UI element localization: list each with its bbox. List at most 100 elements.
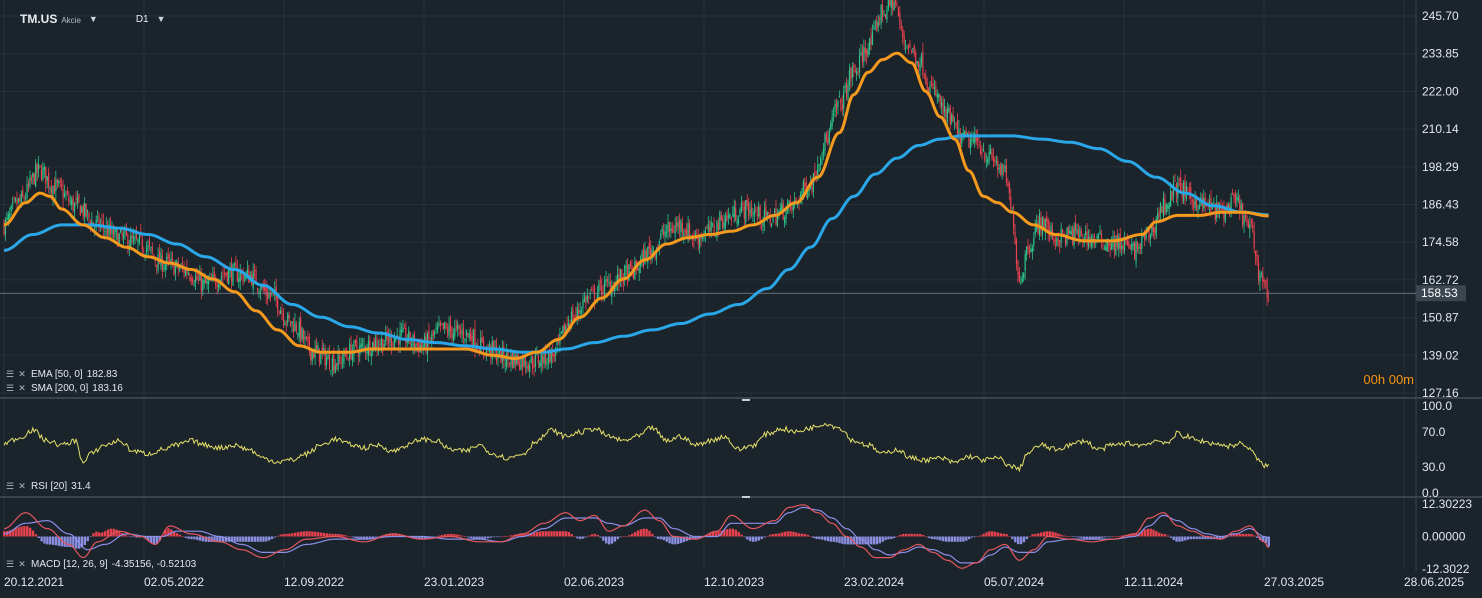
macd-histogram-bar	[288, 533, 291, 537]
sma-legend-value: 183.16	[92, 383, 123, 394]
candle-body	[572, 309, 574, 322]
timeframe-label[interactable]: D1	[135, 13, 149, 25]
candle-body	[1031, 247, 1033, 253]
candle-body	[36, 163, 38, 174]
macd-histogram-bar	[1235, 533, 1239, 537]
macd-histogram-bar	[766, 535, 769, 537]
candle-body	[1178, 179, 1180, 181]
date-axis-tick: 20.12.2021	[4, 575, 64, 589]
macd-remove-icon[interactable]: ✕	[18, 559, 26, 569]
candle-body	[1046, 216, 1048, 222]
macd-histogram-bar	[8, 530, 12, 537]
candle-body	[684, 230, 686, 232]
candle-body	[1027, 244, 1029, 250]
candle-body	[449, 321, 452, 331]
candle-body	[866, 50, 868, 57]
candle-body	[428, 330, 430, 340]
candle-body	[104, 230, 106, 232]
pane-resize-handle-rsi[interactable]	[742, 399, 750, 401]
macd-histogram-bar	[936, 536, 939, 540]
candle-body	[130, 235, 132, 248]
macd-histogram-bar	[944, 536, 948, 542]
candle-body	[943, 105, 946, 112]
sma-remove-icon[interactable]: ✕	[18, 383, 26, 393]
candle-body	[900, 25, 902, 29]
candle-body	[637, 267, 639, 271]
candle-body	[828, 130, 830, 144]
candle-body	[598, 283, 600, 292]
candle-body	[526, 367, 528, 368]
macd-histogram-bar	[86, 536, 89, 542]
candle-body	[641, 252, 643, 261]
macd-histogram-bar	[1034, 533, 1037, 537]
macd-histogram-bar	[198, 536, 202, 541]
candle-body	[85, 203, 87, 217]
macd-histogram-bar	[475, 536, 478, 540]
price-axis-tick: 210.14	[1422, 122, 1459, 136]
pane-resize-handle-macd[interactable]	[742, 496, 750, 498]
candle-body	[791, 206, 793, 210]
candle-body	[495, 345, 498, 361]
candle-body	[933, 86, 936, 90]
macd-histogram-bar	[760, 536, 763, 540]
rsi-remove-icon[interactable]: ✕	[18, 481, 26, 491]
macd-histogram-bar	[1016, 536, 1020, 545]
macd-histogram-bar	[553, 531, 556, 537]
candle-body	[1231, 193, 1234, 195]
candle-body	[40, 169, 43, 180]
timeframe-dropdown-caret-icon[interactable]: ▼	[156, 14, 166, 24]
ema-settings-icon[interactable]: ☰	[5, 369, 15, 379]
candle-body	[1062, 229, 1064, 233]
candle-body	[1148, 226, 1150, 241]
candle-body	[1102, 244, 1104, 247]
macd-histogram-bar	[610, 536, 614, 544]
candle-body	[735, 207, 737, 221]
sma-settings-icon[interactable]: ☰	[5, 383, 15, 393]
candle-body	[750, 207, 753, 217]
macd-histogram-bar	[11, 529, 15, 537]
candle-body	[310, 350, 312, 361]
candle-body	[382, 338, 384, 352]
macd-histogram-bar	[492, 536, 496, 538]
candle-body	[1040, 217, 1042, 231]
candle-body	[196, 273, 198, 281]
candle-body	[874, 22, 876, 24]
candle-body	[1193, 201, 1195, 208]
macd-histogram-bar	[780, 532, 784, 537]
candle-body	[1221, 208, 1224, 212]
candle-body	[567, 323, 570, 327]
candle-body	[838, 95, 840, 98]
candle-body	[552, 352, 554, 356]
macd-histogram-bar	[751, 536, 755, 542]
macd-histogram-bar	[996, 532, 1000, 537]
candle-body	[1233, 194, 1235, 198]
symbol-dropdown-caret-icon[interactable]: ▼	[88, 14, 98, 24]
candle-body	[19, 198, 21, 202]
price-axis-tick: 245.70	[1422, 9, 1459, 23]
macd-settings-icon[interactable]: ☰	[5, 559, 15, 569]
ema-remove-icon[interactable]: ✕	[18, 369, 26, 379]
candle-body	[619, 269, 622, 282]
candle-body	[1236, 196, 1238, 201]
sma-line	[3, 134, 1269, 354]
candle-body	[462, 328, 465, 339]
candle-body	[706, 227, 708, 229]
candle-body	[81, 207, 83, 213]
macd-histogram-bar	[1094, 536, 1098, 539]
symbol-label[interactable]: TM.US	[20, 12, 58, 26]
candle-body	[758, 206, 760, 217]
macd-histogram-bar	[1088, 536, 1092, 540]
candle-body	[320, 351, 322, 365]
candle-body	[218, 284, 220, 289]
candle-body	[1122, 244, 1124, 251]
candle-body	[315, 345, 318, 350]
macd-histogram-bar	[498, 536, 501, 538]
macd-histogram-bar	[368, 536, 372, 539]
macd-histogram-bar	[1051, 531, 1054, 537]
macd-histogram-bar	[279, 534, 282, 537]
macd-histogram-bar	[1025, 536, 1028, 540]
macd-histogram-bar	[348, 536, 352, 538]
rsi-settings-icon[interactable]: ☰	[5, 481, 15, 491]
price-axis-tick: 233.85	[1422, 47, 1459, 61]
